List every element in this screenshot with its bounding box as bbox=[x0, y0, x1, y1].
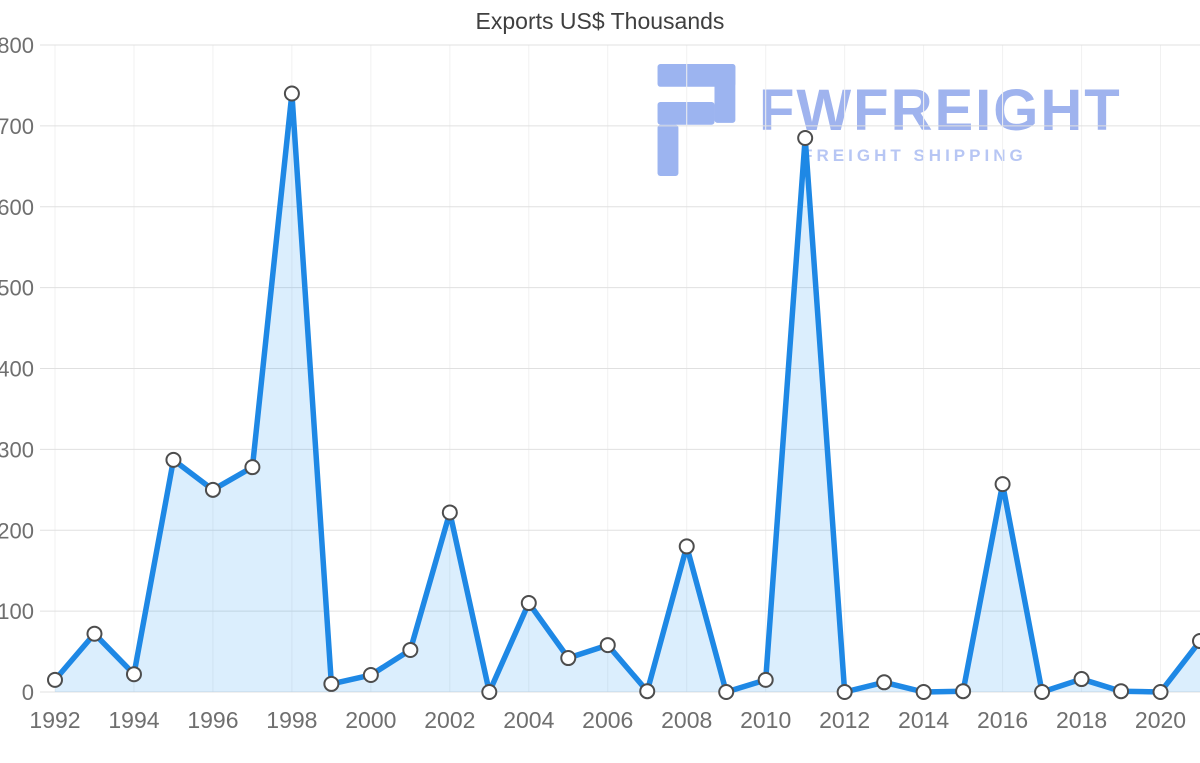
data-point-2014[interactable] bbox=[915, 684, 932, 700]
x-axis-tick-label: 1998 bbox=[266, 707, 317, 733]
y-axis-tick-label: 400 bbox=[0, 357, 34, 382]
data-point-1999[interactable] bbox=[323, 675, 340, 692]
y-axis-tick-label: 200 bbox=[0, 518, 34, 543]
y-axis-tick-label: 700 bbox=[0, 114, 34, 139]
data-point-2018[interactable] bbox=[1073, 671, 1090, 688]
x-axis-tick-label: 1994 bbox=[108, 707, 159, 733]
data-point-2000[interactable] bbox=[362, 667, 379, 684]
data-point-2010[interactable] bbox=[757, 671, 774, 688]
data-point-1998[interactable] bbox=[283, 85, 300, 102]
y-axis-tick-label: 0 bbox=[22, 680, 34, 705]
watermark-text: FWFREIGHT FREIGHT SHIPPING bbox=[759, 82, 1122, 166]
x-axis-tick-label: 2016 bbox=[977, 707, 1028, 733]
y-axis-tick-label: 600 bbox=[0, 195, 34, 220]
x-axis-tick-label: 2002 bbox=[424, 707, 475, 733]
x-axis-tick-label: 1992 bbox=[29, 707, 80, 733]
x-axis-tick-label: 2020 bbox=[1135, 707, 1186, 733]
data-point-2011[interactable] bbox=[797, 130, 814, 147]
data-point-2009[interactable] bbox=[718, 684, 735, 700]
watermark-brand: FWFREIGHT bbox=[759, 78, 1122, 143]
data-point-1996[interactable] bbox=[204, 481, 221, 498]
x-axis-tick-label: 2012 bbox=[819, 707, 870, 733]
fwfreight-logo-icon-shapes bbox=[657, 64, 736, 176]
fwfreight-logo-icon bbox=[657, 64, 736, 176]
x-axis-tick-label: 2008 bbox=[661, 707, 712, 733]
y-axis-tick-label: 500 bbox=[0, 276, 34, 301]
data-point-2016[interactable] bbox=[994, 476, 1011, 493]
watermark-logo: FWFREIGHT FREIGHT SHIPPING bbox=[648, 64, 1122, 176]
x-axis-tick-label: 2004 bbox=[503, 707, 554, 733]
data-point-2019[interactable] bbox=[1113, 683, 1130, 700]
x-axis-tick-label: 2014 bbox=[898, 707, 949, 733]
data-point-2013[interactable] bbox=[876, 674, 893, 691]
data-point-1997[interactable] bbox=[244, 459, 261, 476]
data-point-2005[interactable] bbox=[560, 650, 577, 667]
x-axis-tick-label: 2000 bbox=[345, 707, 396, 733]
x-axis-tick-label: 2010 bbox=[740, 707, 791, 733]
data-point-1992[interactable] bbox=[47, 671, 63, 688]
x-axis-tick-label: 1996 bbox=[187, 707, 238, 733]
data-point-2004[interactable] bbox=[520, 595, 537, 612]
data-point-2008[interactable] bbox=[678, 538, 695, 555]
data-point-2001[interactable] bbox=[402, 641, 419, 658]
data-point-1993[interactable] bbox=[86, 625, 103, 642]
y-axis-tick-label: 300 bbox=[0, 437, 34, 462]
y-axis-tick-label: 100 bbox=[0, 599, 34, 624]
data-point-1995[interactable] bbox=[165, 451, 182, 468]
data-point-2002[interactable] bbox=[441, 504, 458, 521]
data-point-2007[interactable] bbox=[639, 683, 656, 700]
data-point-2003[interactable] bbox=[481, 684, 498, 700]
chart-title: Exports US$ Thousands bbox=[475, 8, 725, 34]
data-point-2017[interactable] bbox=[1034, 684, 1051, 700]
data-point-2012[interactable] bbox=[836, 684, 853, 700]
data-point-2020[interactable] bbox=[1152, 684, 1169, 700]
data-point-2015[interactable] bbox=[955, 683, 972, 700]
x-axis-tick-label: 2006 bbox=[582, 707, 633, 733]
y-axis-tick-label: 800 bbox=[0, 33, 34, 58]
data-point-2006[interactable] bbox=[599, 637, 616, 654]
data-point-1994[interactable] bbox=[125, 666, 142, 683]
data-point-2021[interactable] bbox=[1192, 633, 1200, 650]
watermark-tagline: FREIGHT SHIPPING bbox=[802, 146, 1027, 165]
series-area bbox=[55, 93, 1200, 692]
x-axis-tick-label: 2018 bbox=[1056, 707, 1107, 733]
